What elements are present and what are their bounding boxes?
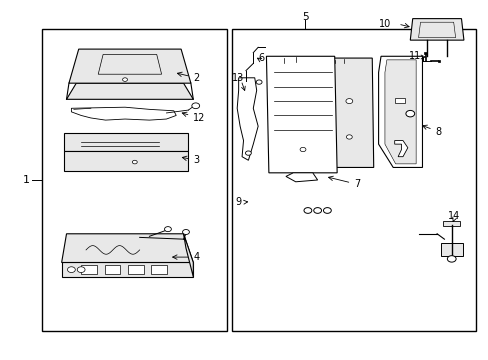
Polygon shape (42, 30, 227, 330)
Polygon shape (98, 54, 161, 74)
Polygon shape (61, 234, 193, 262)
Text: 7: 7 (328, 176, 360, 189)
Polygon shape (151, 265, 166, 274)
Polygon shape (232, 30, 475, 330)
Polygon shape (325, 58, 373, 167)
Polygon shape (394, 98, 405, 103)
Polygon shape (71, 107, 176, 120)
Circle shape (164, 226, 171, 231)
Polygon shape (104, 265, 120, 274)
Polygon shape (437, 60, 439, 62)
Circle shape (405, 111, 414, 117)
Polygon shape (61, 262, 193, 277)
Polygon shape (424, 52, 427, 54)
Circle shape (122, 78, 127, 81)
Text: 14: 14 (447, 211, 459, 221)
Circle shape (182, 229, 189, 234)
Circle shape (447, 256, 455, 262)
Text: 10: 10 (378, 19, 390, 29)
Text: 2: 2 (177, 72, 199, 83)
Polygon shape (266, 56, 336, 173)
Circle shape (245, 151, 251, 155)
Polygon shape (64, 134, 188, 151)
Polygon shape (418, 22, 455, 38)
FancyBboxPatch shape (239, 186, 329, 217)
Circle shape (132, 160, 137, 164)
Polygon shape (378, 56, 422, 167)
Text: 4: 4 (172, 252, 199, 262)
Polygon shape (69, 49, 190, 83)
Circle shape (346, 135, 351, 139)
Polygon shape (443, 221, 459, 226)
Text: 6: 6 (258, 53, 264, 63)
Polygon shape (285, 173, 317, 182)
Circle shape (300, 147, 305, 152)
Circle shape (77, 267, 85, 273)
Text: 3: 3 (182, 155, 199, 165)
Polygon shape (409, 19, 463, 40)
Text: 13: 13 (232, 73, 244, 83)
Polygon shape (183, 234, 193, 277)
Circle shape (304, 208, 311, 213)
Circle shape (256, 80, 262, 84)
Text: 12: 12 (182, 112, 205, 123)
Circle shape (313, 208, 321, 213)
Polygon shape (66, 83, 193, 99)
Circle shape (67, 267, 75, 273)
Polygon shape (440, 243, 462, 256)
Polygon shape (394, 140, 407, 157)
Polygon shape (64, 151, 188, 171)
Circle shape (323, 208, 330, 213)
Polygon shape (237, 78, 258, 160)
Polygon shape (128, 265, 143, 274)
Text: 9: 9 (234, 197, 241, 207)
Polygon shape (384, 60, 415, 164)
Circle shape (191, 103, 199, 109)
Polygon shape (81, 265, 97, 274)
Text: 5: 5 (302, 12, 308, 22)
Text: 8: 8 (422, 125, 441, 136)
Circle shape (345, 99, 352, 104)
Text: 1: 1 (22, 175, 29, 185)
Text: 11: 11 (408, 51, 420, 61)
